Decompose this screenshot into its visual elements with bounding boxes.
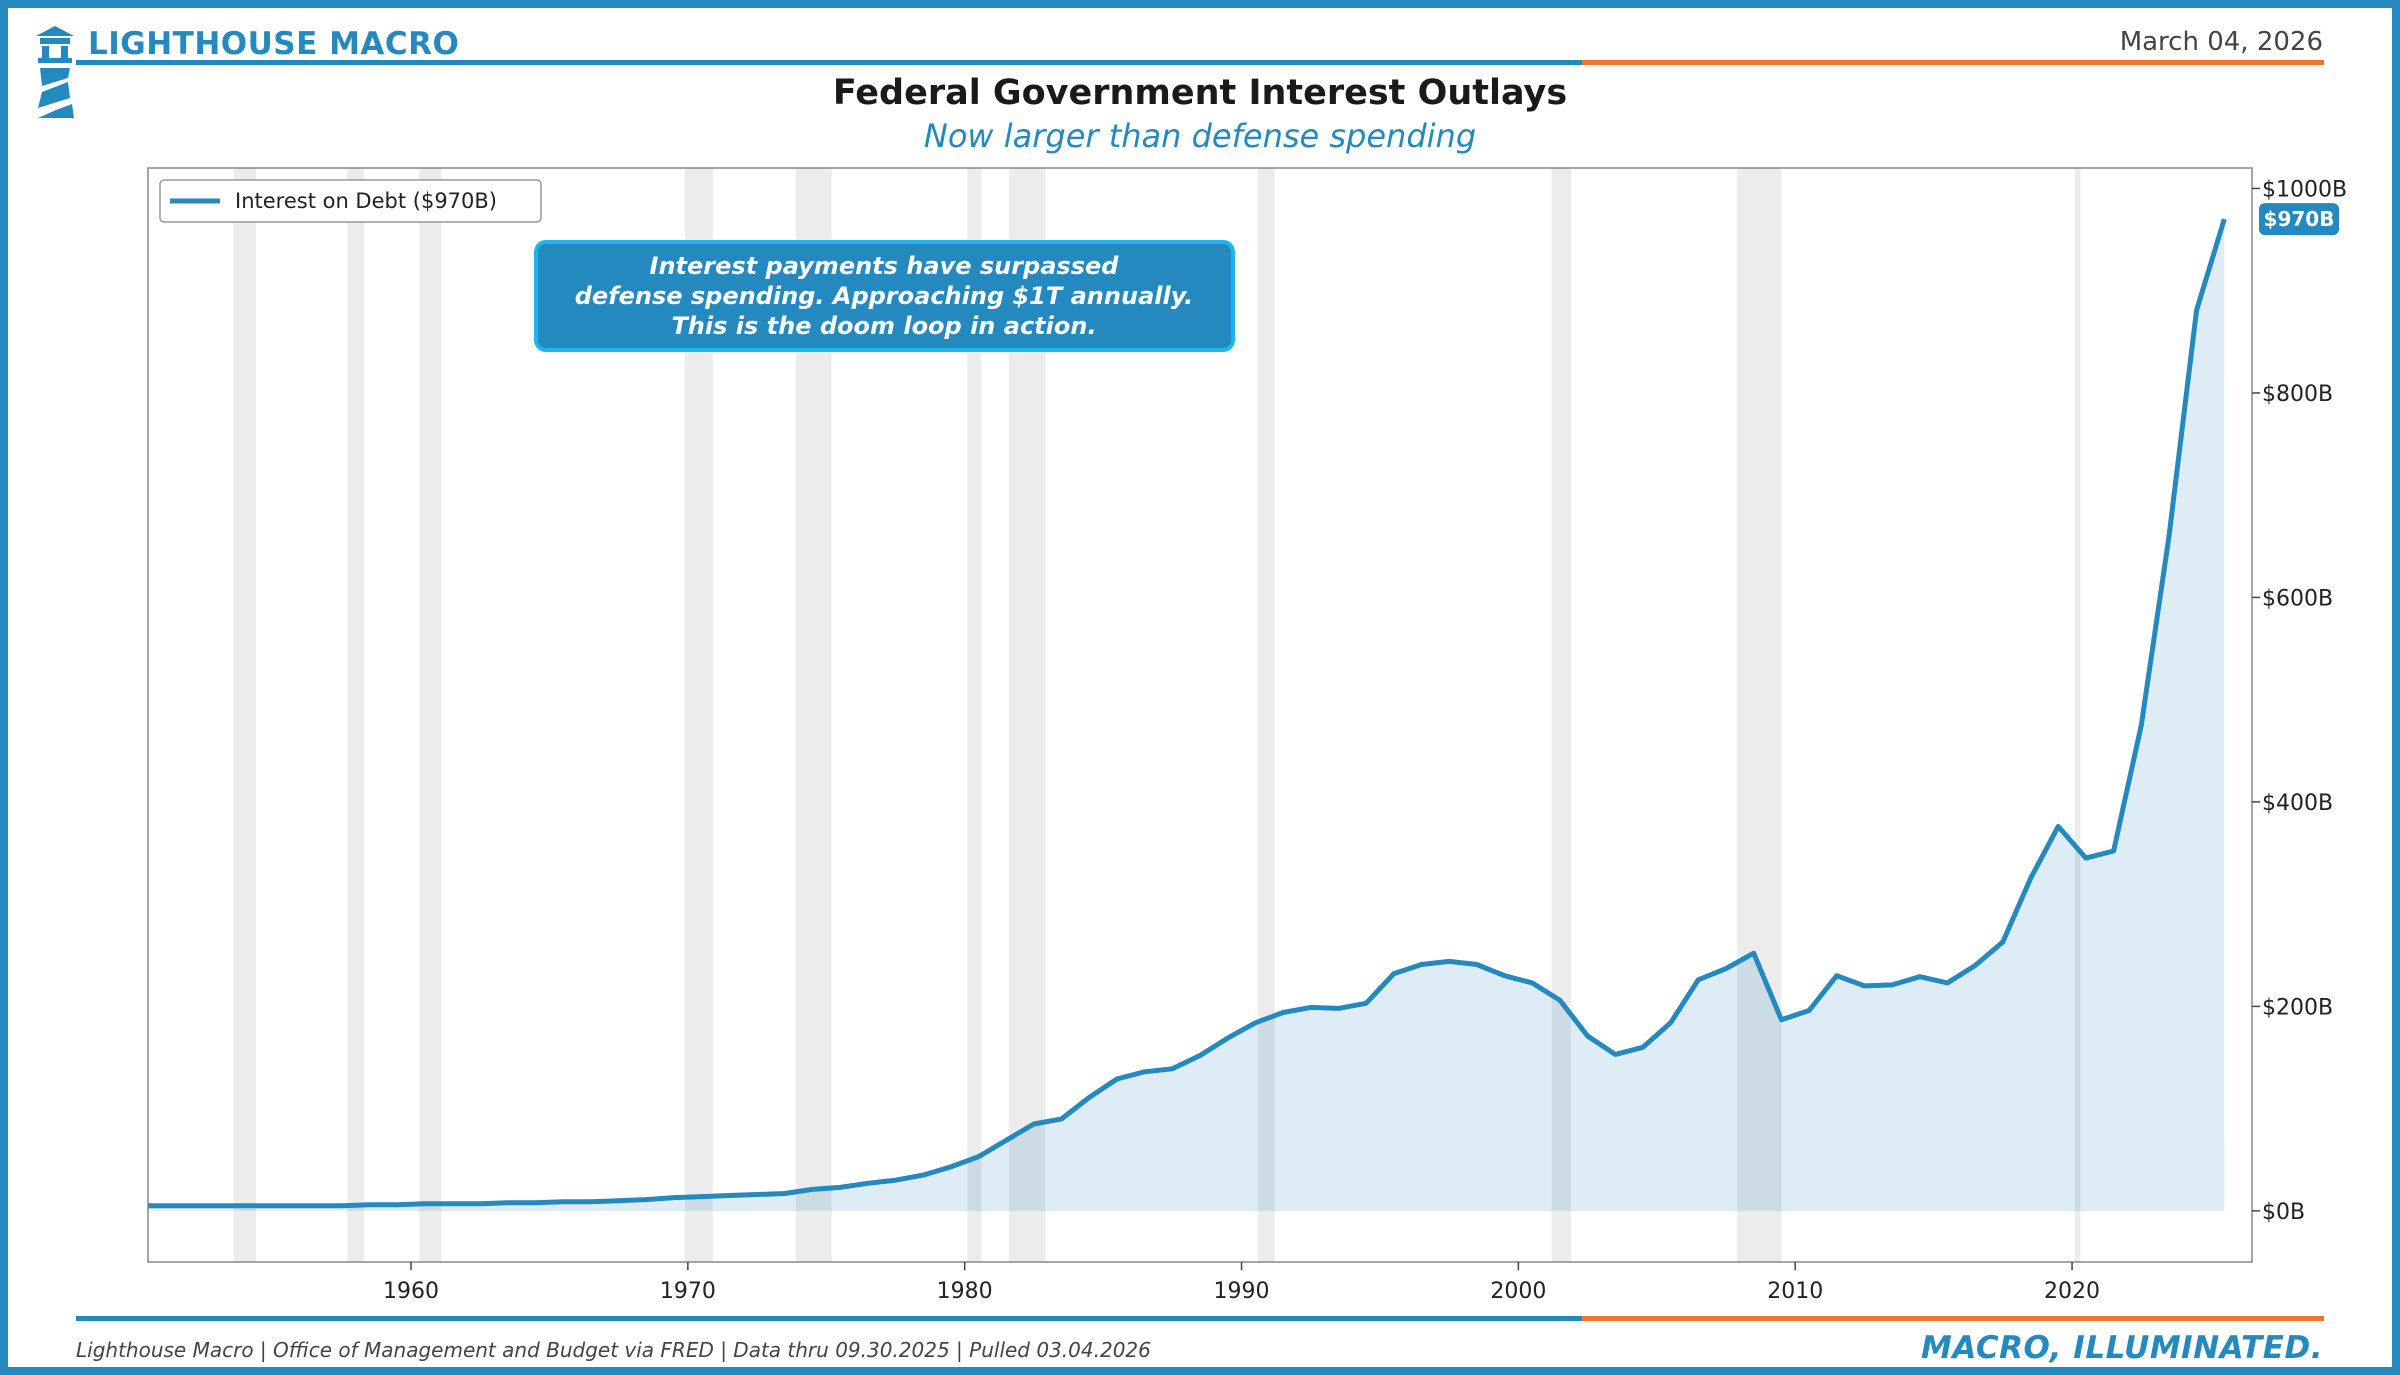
brand-name: LIGHTHOUSE MACRO xyxy=(88,26,460,62)
chart-subtitle: Now larger than defense spending xyxy=(923,117,1477,155)
legend-box xyxy=(159,179,542,223)
recession-band-9 xyxy=(1737,168,1782,1262)
chart-title: Federal Government Interest Outlays xyxy=(832,73,1568,113)
recession-band-7 xyxy=(1258,168,1275,1262)
x-tick-label-1970: 1970 xyxy=(660,1279,716,1304)
recession-band-10 xyxy=(2074,168,2081,1262)
y-tick-label-$800B: $800B xyxy=(2262,382,2333,407)
y-tick-label-$400B: $400B xyxy=(2262,791,2333,816)
series-line-interest xyxy=(148,218,2227,1209)
header-rule-blue xyxy=(76,60,1582,65)
y-tick-label-$200B: $200B xyxy=(2262,995,2333,1020)
last-value-badge: $970B xyxy=(2264,207,2335,231)
source-note: Lighthouse Macro | Office of Management … xyxy=(76,1338,1151,1362)
footer-rule-blue xyxy=(76,1316,1582,1321)
recession-band-1 xyxy=(347,168,364,1262)
annotation-line-3: This is the doom loop in action. xyxy=(671,312,1096,340)
last-value-badge-bg xyxy=(2259,203,2339,236)
series-area-fill xyxy=(148,219,2225,1211)
recession-band-8 xyxy=(1551,168,1571,1262)
footer-rule-orange xyxy=(1582,1316,2324,1321)
x-tick-label-1980: 1980 xyxy=(937,1279,993,1304)
legend-label-interest: Interest on Debt ($970B) xyxy=(235,189,497,213)
x-tick-label-2010: 2010 xyxy=(1767,1279,1823,1304)
recession-band-0 xyxy=(233,168,256,1262)
y-tick-label-$0B: $0B xyxy=(2262,1200,2305,1225)
tagline: MACRO, ILLUMINATED. xyxy=(1921,1330,2323,1366)
report-date: March 04, 2026 xyxy=(2119,27,2323,57)
x-tick-label-2000: 2000 xyxy=(1490,1279,1546,1304)
x-tick-label-1990: 1990 xyxy=(1214,1279,1270,1304)
x-tick-label-2020: 2020 xyxy=(2044,1279,2100,1304)
annotation-line-2: defense spending. Approaching $1T annual… xyxy=(575,282,1194,310)
plot-area-border xyxy=(147,167,2253,1263)
header-rule-orange xyxy=(1582,60,2324,65)
recession-band-5 xyxy=(967,168,982,1262)
y-tick-label-$600B: $600B xyxy=(2262,586,2333,611)
lighthouse-logo-icon xyxy=(34,24,76,124)
x-tick-label-1960: 1960 xyxy=(383,1279,439,1304)
y-tick-label-$1000B: $1000B xyxy=(2262,177,2347,202)
recession-band-2 xyxy=(419,168,442,1262)
annotation-box xyxy=(534,240,1235,352)
annotation-line-1: Interest payments have surpassed xyxy=(650,252,1120,280)
